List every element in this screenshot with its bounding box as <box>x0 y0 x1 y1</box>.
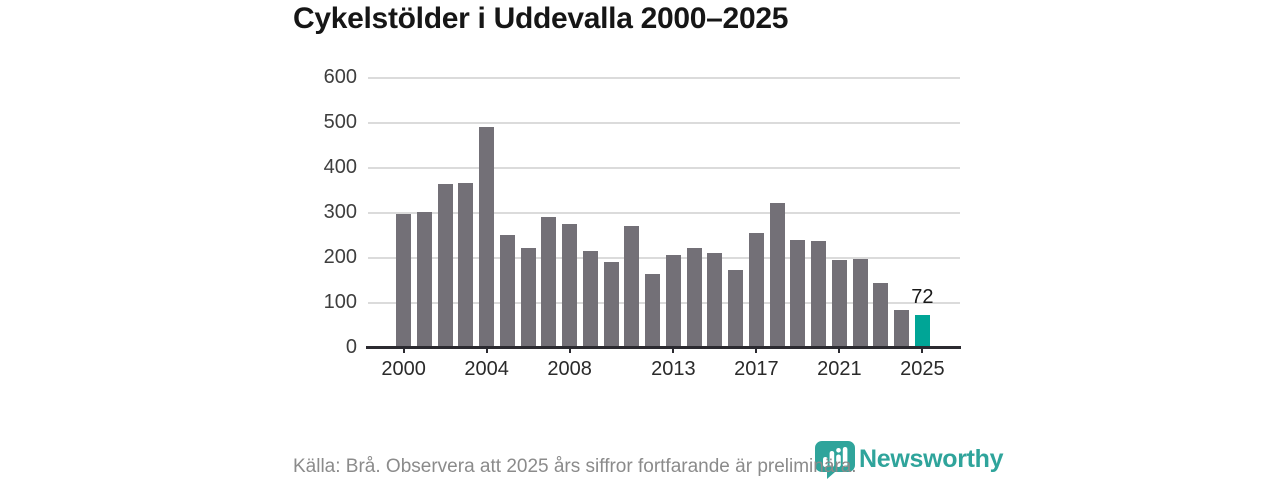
bar-2018 <box>769 203 785 347</box>
gridline-400 <box>368 167 960 169</box>
gridline-600 <box>368 77 960 79</box>
y-axis-label-400: 400 <box>323 156 357 178</box>
x-axis-label-2008: 2008 <box>547 358 592 380</box>
y-axis-label-300: 300 <box>323 201 357 223</box>
bar-2012 <box>645 273 661 347</box>
bar-2009 <box>582 250 598 347</box>
x-axis-label-2021: 2021 <box>817 358 862 380</box>
x-axis-line <box>366 345 961 349</box>
bar-2000 <box>396 213 412 347</box>
gridline-300 <box>368 212 960 214</box>
x-tick-2008 <box>568 348 571 353</box>
bar-2008 <box>562 223 578 347</box>
chart-title: Cykelstölder i Uddevalla 2000–2025 <box>293 2 789 35</box>
bar-2017 <box>748 232 764 347</box>
x-axis-label-2004: 2004 <box>464 358 509 380</box>
bar-2011 <box>624 225 640 347</box>
x-tick-2004 <box>485 348 488 353</box>
gridline-500 <box>368 122 960 124</box>
bar-2019 <box>790 240 806 347</box>
bar-2024 <box>894 310 910 347</box>
x-tick-2000 <box>402 348 405 353</box>
bar-2001 <box>416 212 432 347</box>
bar-2003 <box>458 182 474 347</box>
bar-2005 <box>499 234 515 347</box>
x-tick-2017 <box>755 348 758 353</box>
x-axis-label-2013: 2013 <box>651 358 696 380</box>
y-axis-label-600: 600 <box>323 66 357 88</box>
x-tick-2021 <box>838 348 841 353</box>
brand-wordmark: Newsworthy <box>859 445 1004 473</box>
y-axis-label-0: 0 <box>345 336 357 358</box>
y-axis-label-200: 200 <box>323 246 357 268</box>
x-axis-label-2000: 2000 <box>381 358 426 380</box>
bar-2014 <box>686 247 702 347</box>
bar-2004 <box>479 127 495 347</box>
bar-2023 <box>873 282 889 347</box>
x-axis-label-2017: 2017 <box>734 358 779 380</box>
x-tick-2025 <box>921 348 924 353</box>
source-note: Källa: Brå. Observera att 2025 års siffr… <box>293 456 857 477</box>
bar-value-label: 72 <box>911 285 934 308</box>
bar-2007 <box>541 217 557 347</box>
bar-2016 <box>728 269 744 347</box>
bar-2022 <box>852 258 868 347</box>
bar-2021 <box>831 259 847 347</box>
y-axis-label-100: 100 <box>323 291 357 313</box>
newsworthy-logo-icon <box>815 441 855 480</box>
bar-2002 <box>437 184 453 347</box>
x-tick-2013 <box>672 348 675 353</box>
bar-2020 <box>811 241 827 347</box>
bar-2013 <box>665 255 681 347</box>
bar-2015 <box>707 253 723 347</box>
y-axis-label-500: 500 <box>323 111 357 133</box>
gridline-100 <box>368 302 960 304</box>
bar-2010 <box>603 262 619 347</box>
gridline-200 <box>368 257 960 259</box>
bar-2006 <box>520 248 536 347</box>
bar-2025 <box>914 314 930 347</box>
x-axis-label-2025: 2025 <box>900 358 945 380</box>
